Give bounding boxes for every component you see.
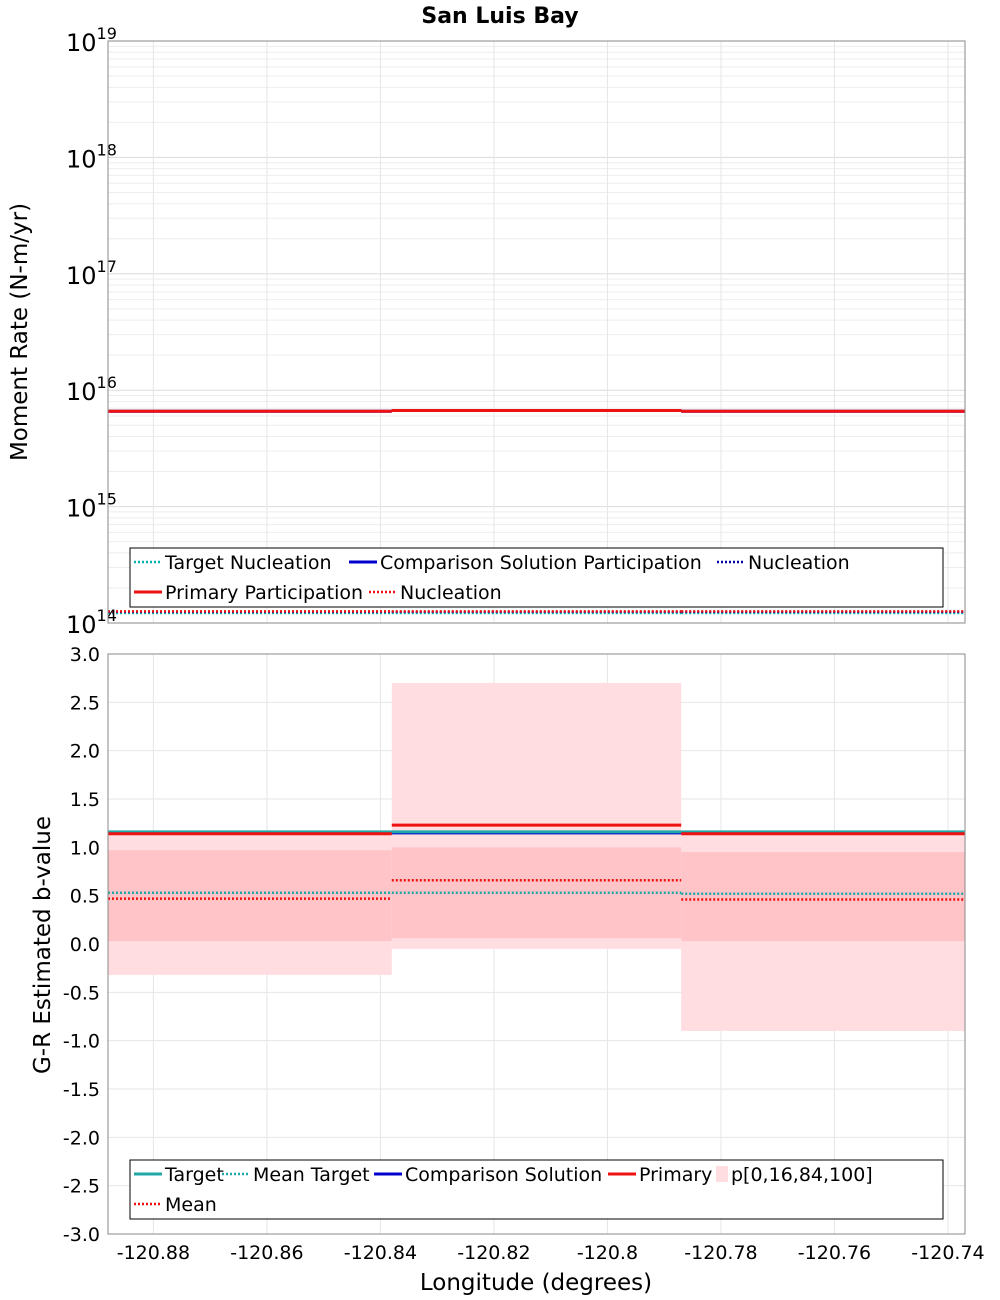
b-value-panel: 3.0 2.5 2.0 1.5 1.0 0.5 0.0 -0.5 -1.0 -1.5 -2.0 -2.… — [63, 644, 985, 1264]
legend-label: Nucleation — [400, 582, 502, 604]
legend-label: Primary Participation — [165, 582, 363, 604]
y-tick-label: 2.0 — [70, 741, 100, 763]
x-tick-label: -120.84 — [344, 1242, 417, 1264]
y-tick-label: -2.5 — [63, 1176, 100, 1198]
y-tick-label: 2.5 — [70, 692, 100, 714]
y-tick-label: -0.5 — [63, 982, 100, 1004]
y-tick-label: 1018 — [66, 140, 117, 173]
legend-swatch — [716, 1166, 728, 1182]
plot-area — [108, 41, 965, 623]
y-tick-label: 0.5 — [70, 886, 100, 908]
legend-label: Nucleation — [748, 552, 850, 574]
chart-title: San Luis Bay — [421, 4, 578, 29]
plot-frame — [107, 653, 966, 1235]
x-tick-label: -120.78 — [684, 1242, 757, 1264]
legend-label: Comparison Solution Participation — [380, 552, 702, 574]
legend-label: Target — [164, 1164, 224, 1186]
b-value-y-axis-label: G-R Estimated b-value — [30, 816, 56, 1074]
y-tick-label: -1.5 — [63, 1079, 100, 1101]
legend-label: Mean — [165, 1194, 217, 1216]
legend-label: Target Nucleation — [164, 552, 332, 574]
legend-label: Comparison Solution — [405, 1164, 602, 1186]
legend-label: Primary — [639, 1164, 712, 1186]
y-tick-label: -1.0 — [63, 1031, 100, 1053]
legend-box — [129, 547, 944, 608]
y-tick-label: 1015 — [66, 490, 117, 523]
y-tick-label: 1019 — [66, 24, 117, 57]
x-tick-label: -120.74 — [911, 1242, 984, 1264]
moment-rate-panel: 1014 1015 1016 1017 1018 1019 Target Nucleatio… — [66, 24, 966, 639]
legend-label: Mean Target — [253, 1164, 370, 1186]
x-tick-label: -120.76 — [798, 1242, 871, 1264]
y-tick-label: 3.0 — [70, 644, 100, 666]
percentile-band-inner — [108, 850, 392, 942]
x-tick-label: -120.86 — [230, 1242, 303, 1264]
y-tick-label: 0.0 — [70, 934, 100, 956]
y-tick-label: -3.0 — [63, 1224, 100, 1246]
moment-rate-y-axis-label: Moment Rate (N-m/yr) — [7, 203, 33, 461]
x-tick-label: -120.82 — [457, 1242, 530, 1264]
legend-label: p[0,16,84,100] — [731, 1164, 873, 1186]
y-tick-label: -2.0 — [63, 1127, 100, 1149]
x-tick-label: -120.88 — [117, 1242, 190, 1264]
percentile-band-inner — [681, 852, 965, 942]
y-tick-label: 1017 — [66, 257, 117, 290]
legend-box — [129, 1159, 944, 1220]
x-tick-label: -120.8 — [577, 1242, 638, 1264]
x-axis-label: Longitude (degrees) — [420, 1270, 652, 1296]
y-tick-label: 1016 — [66, 373, 117, 406]
y-tick-label: 1014 — [66, 606, 117, 639]
y-tick-label: 1.5 — [70, 789, 100, 811]
y-tick-label: 1.0 — [70, 837, 100, 859]
plot-frame — [107, 40, 966, 624]
